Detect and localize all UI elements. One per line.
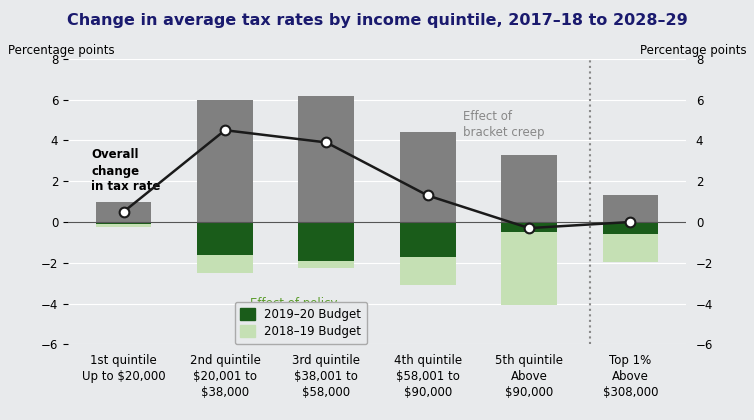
Bar — [400, 222, 455, 257]
Bar — [197, 222, 253, 255]
Text: Overall
change
in tax rate: Overall change in tax rate — [91, 149, 161, 194]
Bar — [602, 234, 658, 262]
Bar — [400, 257, 455, 285]
Bar — [96, 222, 152, 224]
Text: Effect of policy: Effect of policy — [250, 297, 338, 310]
Legend: 2019–20 Budget, 2018–19 Budget: 2019–20 Budget, 2018–19 Budget — [234, 302, 367, 344]
Bar — [602, 222, 658, 234]
Bar — [197, 100, 253, 222]
Bar — [501, 155, 557, 222]
Bar — [299, 261, 354, 268]
Bar — [501, 232, 557, 304]
Bar — [96, 224, 152, 227]
Bar — [197, 255, 253, 273]
Text: Effect of
bracket creep: Effect of bracket creep — [463, 110, 544, 139]
Bar — [299, 95, 354, 222]
Bar — [501, 222, 557, 232]
Bar — [96, 202, 152, 222]
Text: Change in average tax rates by income quintile, 2017–18 to 2028–29: Change in average tax rates by income qu… — [66, 13, 688, 28]
Bar — [400, 132, 455, 222]
Bar — [299, 222, 354, 261]
Text: Percentage points: Percentage points — [8, 44, 114, 57]
Text: Percentage points: Percentage points — [640, 44, 746, 57]
Bar — [602, 195, 658, 222]
